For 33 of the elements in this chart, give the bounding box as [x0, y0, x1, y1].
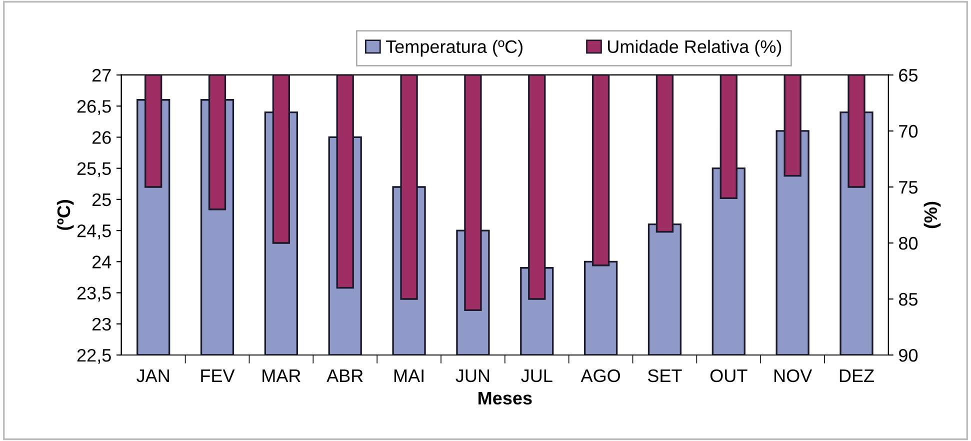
x-axis-title: Meses	[478, 392, 532, 405]
y2-tick-label: 80	[898, 236, 918, 250]
y2-tick-label: 85	[898, 292, 918, 306]
y-tick-label: 23	[92, 318, 111, 331]
y2-axis-title: (%)	[924, 202, 941, 228]
x-tick-label: DEZ	[840, 370, 874, 382]
legend-label: Temperatura (ºC)	[386, 40, 522, 57]
x-tick-label: MAI	[394, 370, 424, 382]
x-tick-label: FEV	[201, 370, 235, 382]
x-tick-label: MAR	[262, 370, 300, 382]
y2-tick-label: 70	[899, 124, 918, 138]
y2-tick-label: 65	[899, 68, 918, 82]
y-tick-label: 26	[92, 131, 111, 144]
y-axis-title: (ºC)	[56, 200, 74, 230]
x-tick-label: SET	[648, 369, 682, 382]
x-tick-label: AGO	[580, 369, 620, 382]
x-tick-label: NOV	[774, 369, 812, 382]
y-tick-label: 25,5	[77, 162, 111, 178]
y-tick-label: 25	[92, 193, 111, 206]
y-tick-label: 24	[92, 256, 112, 268]
x-tick-label: JAN	[136, 370, 169, 382]
x-tick-label: ABR	[326, 370, 363, 382]
y-tick-label: 26,5	[77, 100, 111, 115]
y2-tick-label: 75	[899, 181, 918, 194]
y2-tick-label: 90	[899, 348, 918, 362]
x-tick-label: JUL	[521, 370, 552, 382]
legend-label: Umidade Relativa (%)	[608, 40, 782, 57]
y-tick-label: 24,5	[77, 224, 111, 240]
y-tick-label: 27	[92, 68, 111, 82]
x-tick-label: OUT	[710, 369, 748, 382]
y-tick-label: 22,5	[77, 348, 111, 364]
x-tick-label: JUN	[456, 370, 490, 382]
y-tick-label: 23,5	[77, 286, 111, 302]
